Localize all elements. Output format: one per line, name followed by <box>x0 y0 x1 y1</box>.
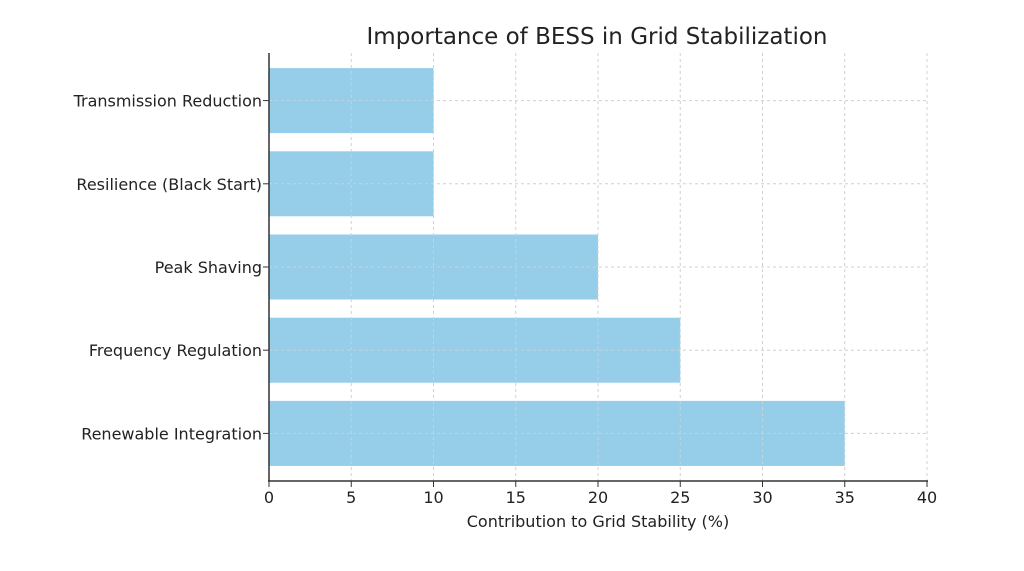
chart-title: Importance of BESS in Grid Stabilization <box>367 24 828 50</box>
x-tick-label: 30 <box>752 488 772 507</box>
y-tick-label: Transmission Reduction <box>73 92 262 111</box>
y-tick-label: Peak Shaving <box>155 258 262 277</box>
x-tick-label: 25 <box>670 488 690 507</box>
x-tick-label: 0 <box>264 488 274 507</box>
x-tick-label: 15 <box>506 488 526 507</box>
y-tick-label: Renewable Integration <box>81 424 262 443</box>
bar <box>269 400 845 466</box>
y-tick-label: Frequency Regulation <box>89 341 262 360</box>
x-tick-label: 20 <box>588 488 608 507</box>
x-axis-label: Contribution to Grid Stability (%) <box>467 512 729 531</box>
x-tick-label: 5 <box>346 488 356 507</box>
y-tick-label: Resilience (Black Start) <box>76 175 262 194</box>
x-tick-label: 35 <box>835 488 855 507</box>
x-tick-label: 40 <box>917 488 937 507</box>
y-grid <box>269 53 928 481</box>
y-tick-labels: Renewable Integration Frequency Regulatio… <box>73 92 269 443</box>
x-tick-label: 10 <box>423 488 443 507</box>
x-tick-labels: 0 5 10 15 20 25 30 35 40 <box>264 481 937 507</box>
